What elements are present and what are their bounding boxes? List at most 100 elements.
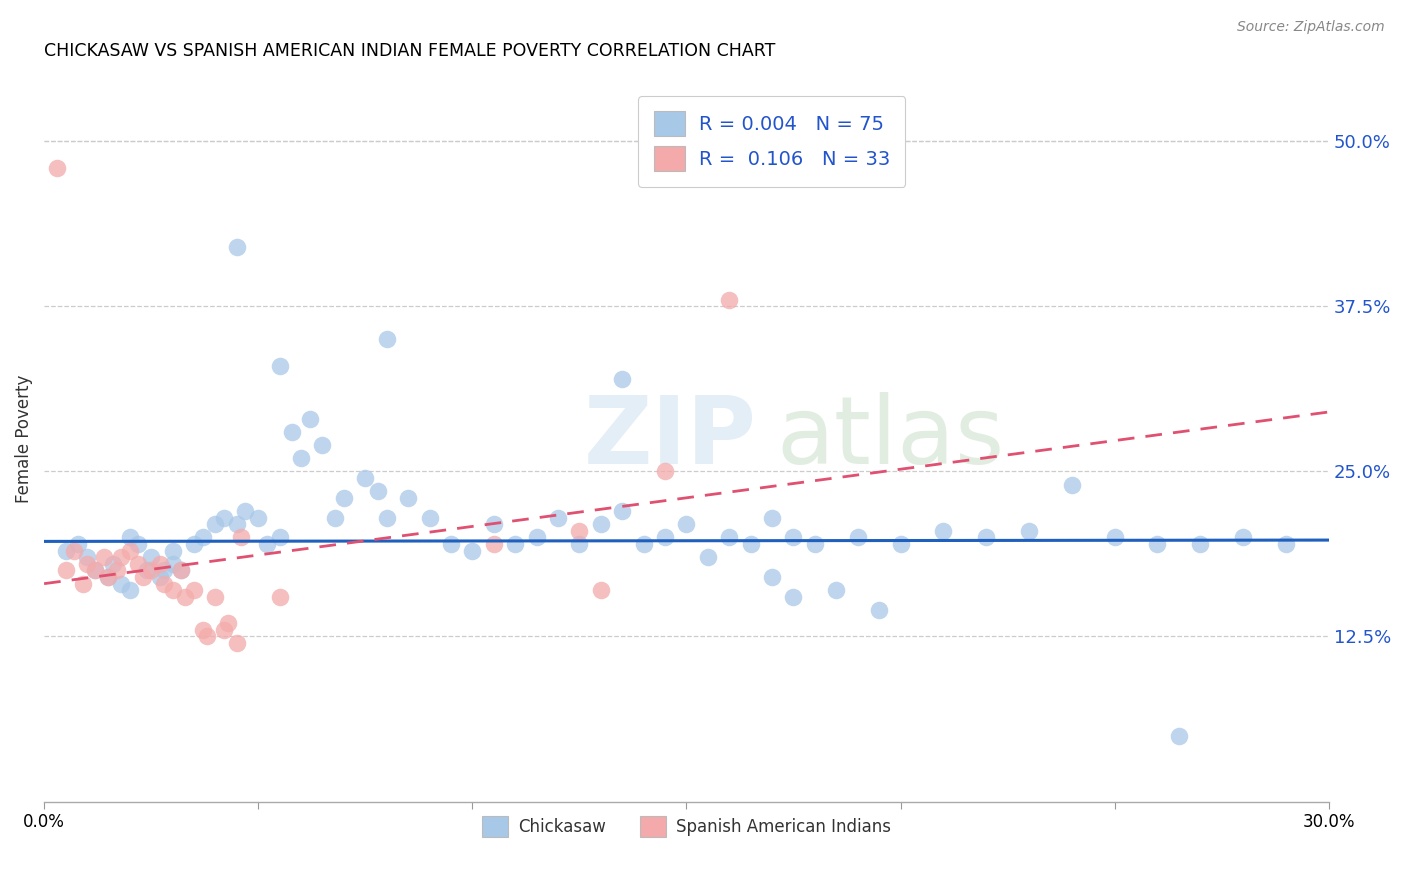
Point: [333, 491, 356, 505]
Point: [131, 570, 153, 584]
Point: [212, 623, 235, 637]
Point: [418, 510, 440, 524]
Point: [1018, 524, 1040, 538]
Point: [1167, 729, 1189, 743]
Point: [55, 543, 77, 558]
Point: [217, 616, 239, 631]
Point: [101, 557, 124, 571]
Point: [127, 537, 149, 551]
Point: [675, 517, 697, 532]
Point: [84, 564, 107, 578]
Point: [204, 590, 226, 604]
Point: [55, 564, 77, 578]
Y-axis label: Female Poverty: Female Poverty: [15, 375, 32, 502]
Legend: Chickasaw, Spanish American Indians: Chickasaw, Spanish American Indians: [475, 809, 898, 844]
Point: [461, 543, 484, 558]
Point: [868, 603, 890, 617]
Point: [229, 531, 252, 545]
Point: [890, 537, 912, 551]
Point: [225, 517, 247, 532]
Point: [396, 491, 419, 505]
Point: [1060, 477, 1083, 491]
Point: [298, 411, 321, 425]
Point: [482, 537, 505, 551]
Point: [118, 531, 141, 545]
Point: [612, 372, 634, 386]
Point: [718, 531, 741, 545]
Point: [97, 570, 120, 584]
Text: CHICKASAW VS SPANISH AMERICAN INDIAN FEMALE POVERTY CORRELATION CHART: CHICKASAW VS SPANISH AMERICAN INDIAN FEM…: [44, 42, 776, 60]
Point: [589, 583, 612, 598]
Point: [225, 636, 247, 650]
Point: [153, 576, 176, 591]
Point: [782, 590, 804, 604]
Point: [162, 543, 184, 558]
Point: [183, 583, 205, 598]
Point: [256, 537, 278, 551]
Point: [1189, 537, 1212, 551]
Point: [118, 583, 141, 598]
Point: [212, 510, 235, 524]
Point: [482, 517, 505, 532]
Point: [654, 531, 676, 545]
Point: [76, 557, 98, 571]
Point: [67, 537, 90, 551]
Point: [97, 570, 120, 584]
Point: [547, 510, 569, 524]
Point: [269, 590, 291, 604]
Point: [141, 550, 163, 565]
Point: [825, 583, 848, 598]
Point: [654, 464, 676, 478]
Point: [105, 564, 128, 578]
Point: [311, 438, 333, 452]
Point: [170, 564, 193, 578]
Point: [195, 630, 218, 644]
Point: [110, 576, 132, 591]
Text: Source: ZipAtlas.com: Source: ZipAtlas.com: [1237, 20, 1385, 34]
Text: ZIP: ZIP: [583, 392, 756, 484]
Point: [118, 543, 141, 558]
Point: [589, 517, 612, 532]
Point: [782, 531, 804, 545]
Point: [740, 537, 762, 551]
Point: [290, 451, 312, 466]
Point: [718, 293, 741, 307]
Point: [323, 510, 346, 524]
Point: [281, 425, 304, 439]
Point: [110, 550, 132, 565]
Point: [846, 531, 869, 545]
Point: [162, 557, 184, 571]
Point: [174, 590, 197, 604]
Point: [191, 623, 214, 637]
Point: [153, 564, 176, 578]
Point: [1104, 531, 1126, 545]
Point: [46, 161, 69, 175]
Point: [761, 570, 783, 584]
Point: [93, 550, 115, 565]
Point: [127, 557, 149, 571]
Point: [375, 510, 398, 524]
Point: [633, 537, 655, 551]
Point: [526, 531, 548, 545]
Point: [84, 564, 107, 578]
Point: [761, 510, 783, 524]
Point: [974, 531, 997, 545]
Point: [225, 240, 247, 254]
Point: [135, 564, 157, 578]
Point: [1232, 531, 1254, 545]
Point: [204, 517, 226, 532]
Point: [191, 531, 214, 545]
Point: [149, 557, 172, 571]
Point: [235, 504, 257, 518]
Point: [269, 531, 291, 545]
Point: [1275, 537, 1298, 551]
Point: [696, 550, 718, 565]
Point: [269, 359, 291, 373]
Point: [568, 537, 591, 551]
Point: [63, 543, 86, 558]
Point: [367, 484, 389, 499]
Point: [141, 564, 163, 578]
Point: [612, 504, 634, 518]
Point: [354, 471, 377, 485]
Point: [72, 576, 94, 591]
